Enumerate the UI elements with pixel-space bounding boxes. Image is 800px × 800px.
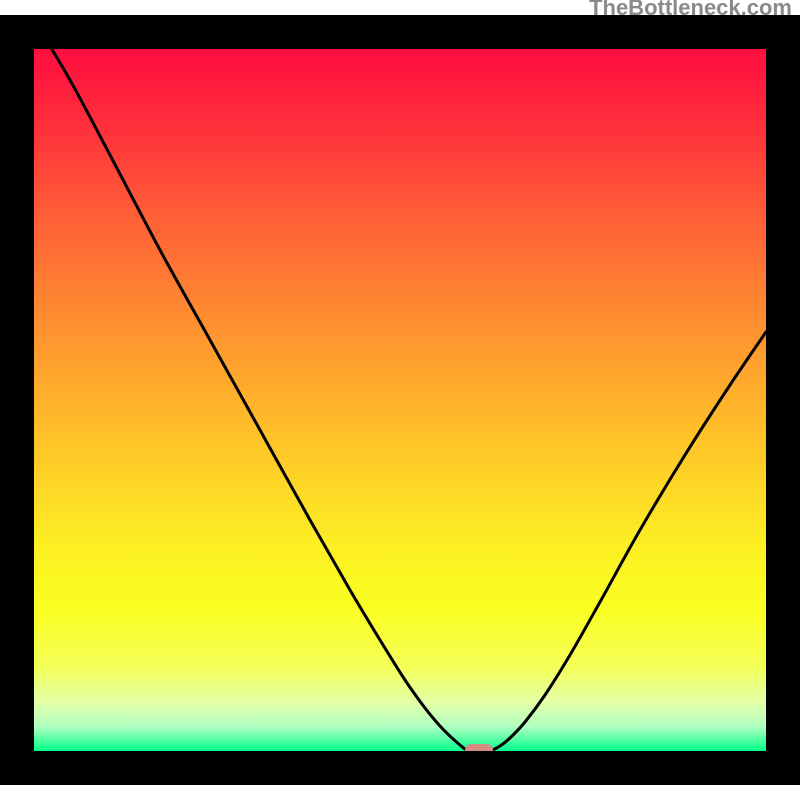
chart-frame xyxy=(0,15,800,785)
chart-container: TheBottleneck.com xyxy=(0,0,800,800)
attribution-label: TheBottleneck.com xyxy=(589,0,792,21)
